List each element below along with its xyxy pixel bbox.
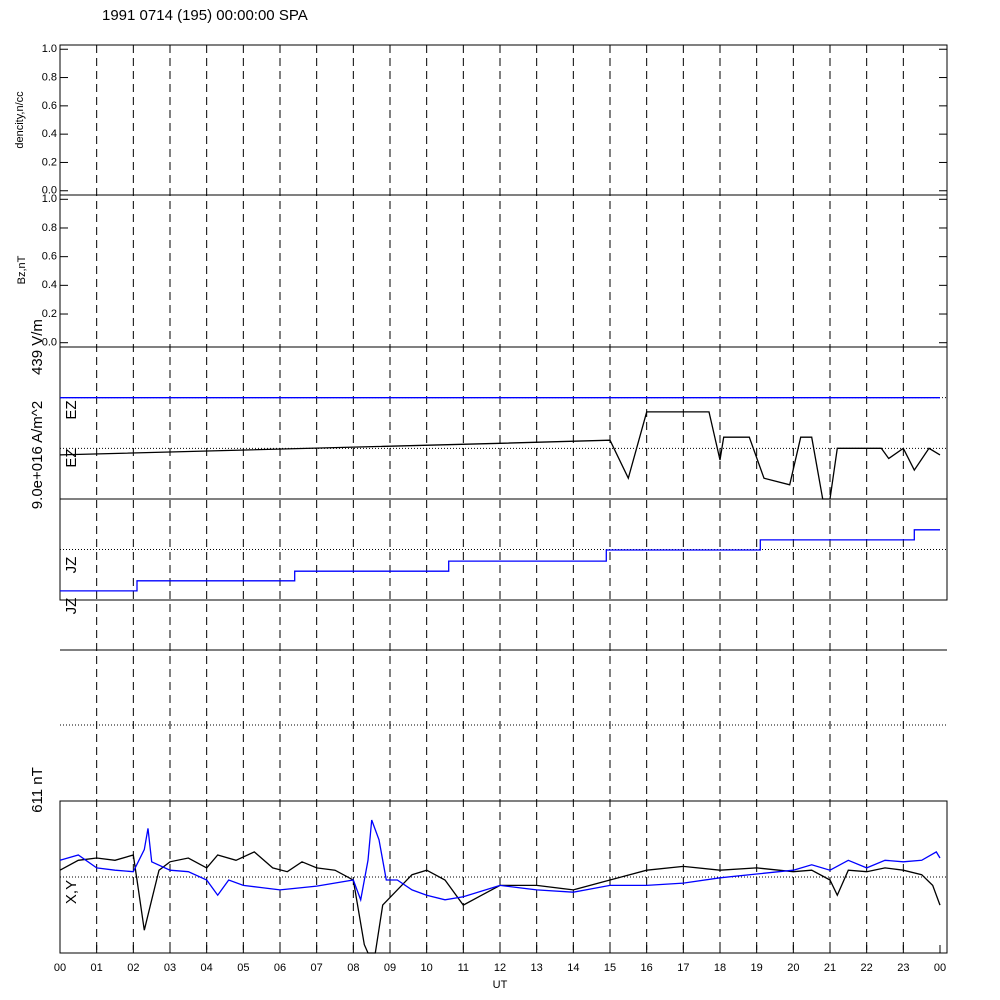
x-axis-label: UT <box>493 979 508 991</box>
y-tick-label: 0.6 <box>42 100 57 112</box>
panel-label: X,Y <box>63 880 80 904</box>
panel-label: EZ <box>63 400 80 419</box>
x-tick-label: 14 <box>567 962 579 974</box>
x-tick-label: 17 <box>677 962 689 974</box>
y-axis-label: 439 V/m <box>29 319 46 375</box>
x-tick-label: 13 <box>531 962 543 974</box>
x-tick-label: 21 <box>824 962 836 974</box>
x-tick-label: 15 <box>604 962 616 974</box>
panel-label: JZ <box>63 598 80 615</box>
x-tick-label: 04 <box>201 962 213 974</box>
data-line <box>59 819 941 903</box>
x-tick-label: 05 <box>237 962 249 974</box>
panel-label: EZ <box>63 448 80 467</box>
x-tick-label: 01 <box>91 962 103 974</box>
y-axis-label: 9.0e+016 A/m^2 <box>29 401 46 509</box>
y-tick-label: 0.2 <box>42 308 57 320</box>
panel-frame <box>59 346 948 500</box>
y-tick-label: 0.0 <box>42 337 57 349</box>
x-tick-label: 07 <box>311 962 323 974</box>
y-axis-label: Bz,nT <box>16 255 28 284</box>
data-line <box>59 851 941 954</box>
x-tick-label: 08 <box>347 962 359 974</box>
y-axis-label: 611 nT <box>29 767 46 813</box>
x-tick-label: 02 <box>127 962 139 974</box>
y-tick-label: 0.2 <box>42 156 57 168</box>
x-tick-label: 23 <box>897 962 909 974</box>
chart-title: 1991 0714 (195) 00:00:00 SPA <box>102 7 308 24</box>
y-tick-label: 0.4 <box>42 279 57 291</box>
x-tick-label: 22 <box>861 962 873 974</box>
y-tick-label: 0.6 <box>42 251 57 263</box>
y-tick-label: 1.0 <box>42 193 57 205</box>
y-tick-label: 1.0 <box>42 43 57 55</box>
panel-label: JZ <box>63 557 80 574</box>
data-line <box>59 411 941 500</box>
x-tick-label: 20 <box>787 962 799 974</box>
x-tick-label: 16 <box>641 962 653 974</box>
x-tick-label: 19 <box>751 962 763 974</box>
y-tick-label: 0.4 <box>42 128 57 140</box>
panel-frame <box>59 44 948 196</box>
x-tick-label: 09 <box>384 962 396 974</box>
x-tick-label: 03 <box>164 962 176 974</box>
x-tick-label: 00 <box>54 962 66 974</box>
panel-frame <box>59 194 948 348</box>
y-tick-label: 0.8 <box>42 222 57 234</box>
x-tick-label: 10 <box>421 962 433 974</box>
data-line <box>60 529 940 592</box>
y-axis-label: dencity,n/cc <box>14 91 26 149</box>
x-tick-label: 18 <box>714 962 726 974</box>
x-tick-label: 06 <box>274 962 286 974</box>
y-tick-label: 0.0 <box>42 185 57 197</box>
x-tick-label: 12 <box>494 962 506 974</box>
x-tick-label: 00 <box>934 962 946 974</box>
x-tick-label: 11 <box>458 962 469 974</box>
y-tick-label: 0.8 <box>42 71 57 83</box>
